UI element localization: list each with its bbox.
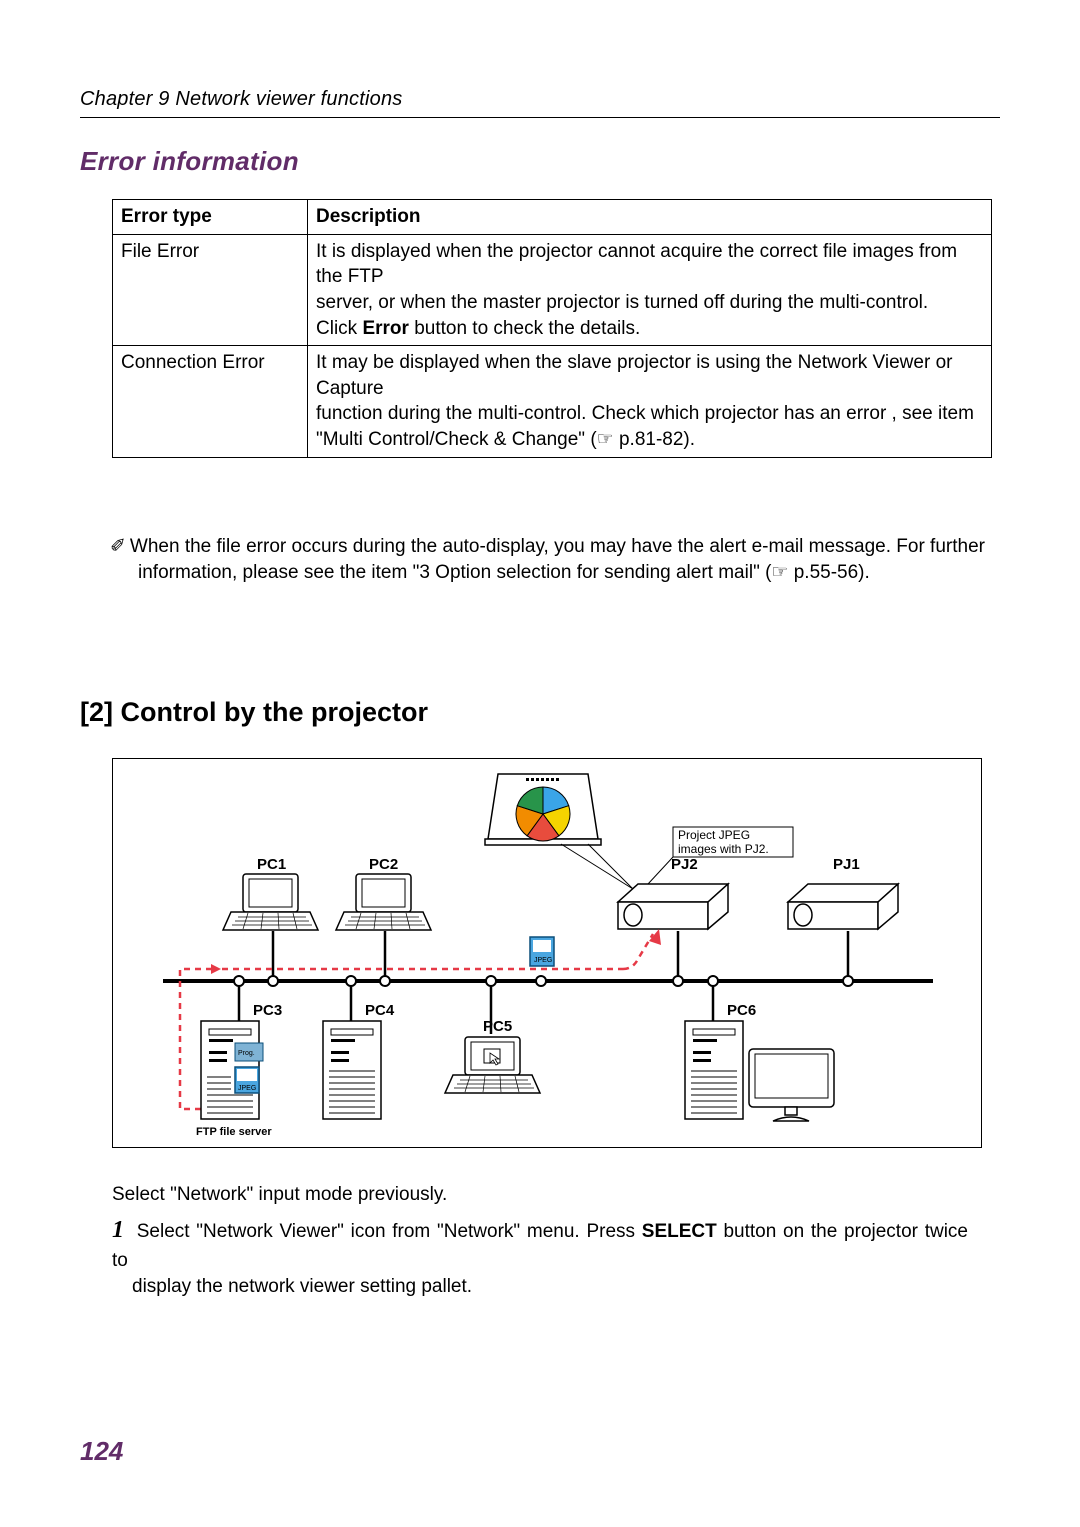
label-pc1: PC1 (257, 856, 286, 873)
footnote: ✐When the file error occurs during the a… (110, 534, 1000, 587)
monitor-icon (749, 1049, 834, 1121)
label-pc5: PC5 (483, 1018, 512, 1035)
projector-icon (618, 884, 728, 929)
step-1: 1 Select "Network Viewer" icon from "Net… (112, 1214, 968, 1301)
label-pc3: PC3 (253, 1002, 282, 1019)
label-pc2: PC2 (369, 856, 398, 873)
tower-icon: Prog. JPEG (201, 1021, 263, 1119)
tower-icon (685, 1021, 743, 1119)
projector-icon (788, 884, 898, 929)
section-title-error-info: Error information (80, 146, 1000, 177)
laptop-icon (223, 874, 318, 930)
table-row: File Error It is displayed when the proj… (113, 234, 992, 346)
step-number: 1 (112, 1217, 124, 1243)
cell-description: It may be displayed when the slave proje… (308, 346, 992, 458)
error-info-table: Error type Description File Error It is … (112, 199, 992, 458)
svg-text:JPEG: JPEG (534, 957, 552, 964)
chapter-header: Chapter 9 Network viewer functions (80, 88, 1000, 118)
laptop-icon (336, 874, 431, 930)
network-diagram: Project JPEG images with PJ2. PC1 PC2 PJ… (112, 758, 982, 1148)
callout-line1: Project JPEG (678, 828, 750, 842)
cell-error-type: Connection Error (113, 346, 308, 458)
tower-icon (323, 1021, 381, 1119)
table-header-errortype: Error type (113, 200, 308, 235)
label-pc4: PC4 (365, 1002, 395, 1019)
step-pretext: Select "Network" input mode previously. (112, 1184, 1000, 1206)
table-header-description: Description (308, 200, 992, 235)
cell-description: It is displayed when the projector canno… (308, 234, 992, 346)
section-title-control: [2] Control by the projector (80, 697, 1000, 728)
svg-text:Prog.: Prog. (238, 1050, 255, 1057)
pencil-icon: ✐ (110, 536, 126, 557)
laptop-icon (445, 1037, 540, 1093)
label-pj1: PJ1 (833, 856, 860, 873)
label-pj2: PJ2 (671, 856, 698, 873)
cell-error-type: File Error (113, 234, 308, 346)
label-pc6: PC6 (727, 1002, 756, 1019)
callout-line2: images with PJ2. (678, 842, 769, 856)
table-row: Connection Error It may be displayed whe… (113, 346, 992, 458)
svg-text:JPEG: JPEG (238, 1085, 256, 1092)
page-number: 124 (80, 1436, 123, 1467)
label-ftp: FTP file server (196, 1126, 272, 1138)
